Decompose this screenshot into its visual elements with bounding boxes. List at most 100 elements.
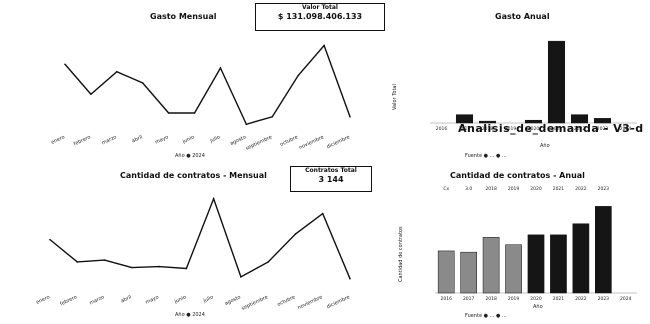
x-tick-label: 2019: [505, 126, 517, 132]
bar: [547, 40, 566, 124]
report-title-overlay: Analisis_de_demanda - V3-d: [458, 122, 644, 135]
x-tick-label: 2020: [528, 126, 540, 132]
x-tick-label: 2023: [597, 126, 609, 132]
data-point: [49, 238, 51, 241]
data-point: [141, 82, 144, 84]
bar: [595, 206, 612, 294]
top-category-label: 2022: [575, 186, 587, 192]
kpi-label: Contratos Total: [305, 167, 357, 174]
data-point: [64, 63, 66, 66]
data-point: [185, 267, 188, 270]
x-tick-label: agosto: [224, 294, 242, 307]
x-tick-label: 2024: [620, 126, 632, 132]
x-tick-label: enero: [50, 134, 66, 145]
annual-spend-title: Gasto Anual: [495, 12, 550, 21]
bar: [460, 251, 477, 294]
x-tick-label: febrero: [59, 294, 78, 307]
data-point: [131, 266, 133, 269]
kpi-label: Valor Total: [302, 4, 338, 11]
bar: [593, 118, 612, 124]
x-tick-label: abril: [131, 134, 144, 144]
x-tick-label: 2022: [575, 296, 587, 302]
annual-spend-xlabel: Año: [540, 143, 550, 149]
x-tick-label: 2023: [598, 296, 610, 302]
data-point: [219, 67, 222, 69]
bar: [572, 223, 590, 294]
bar: [437, 250, 455, 294]
x-tick-label: marzo: [101, 134, 118, 146]
x-tick-label: agosto: [229, 134, 247, 147]
x-tick-label: 2019: [508, 296, 520, 302]
x-tick-label: 2017: [459, 126, 471, 132]
x-tick-label: abril: [120, 294, 133, 304]
x-tick-label: mayo: [154, 134, 169, 145]
data-point: [240, 276, 242, 278]
data-point: [90, 93, 92, 96]
annual-contracts-chart: 2016 2017 2018 2019 2020 2021 2022 2023 2024 Cx 3.…: [435, 186, 637, 302]
monthly-spend-footer: Año ● 2024: [175, 153, 205, 159]
monthly-contracts-title: Cantidad de contratos - Mensual: [120, 171, 267, 180]
monthly-spend-chart: enero febrero marzo abril mayo junio julio agos…: [50, 44, 351, 150]
x-tick-label: 2022: [574, 126, 586, 132]
x-tick-label: 2018: [482, 126, 494, 132]
monthly-contracts-chart: enero febrero marzo abril mayo junio julio agos…: [35, 196, 351, 310]
data-point: [212, 197, 215, 200]
data-point: [294, 233, 297, 235]
x-tick-label: 2018: [485, 296, 497, 302]
x-tick-label: 2021: [553, 296, 565, 302]
data-point: [103, 259, 106, 261]
bar: [482, 237, 500, 294]
annual-contracts-footer: Fuente ● ... ● ...: [465, 313, 507, 319]
bar: [478, 120, 497, 124]
top-category-label: 2021: [553, 186, 565, 192]
x-tick-label: julio: [208, 134, 221, 144]
data-point: [167, 112, 170, 114]
x-tick-label: junio: [181, 134, 195, 145]
bar: [505, 244, 522, 294]
x-tick-label: marzo: [89, 294, 106, 306]
annual-spend-footer: Fuente ● ... ● ...: [465, 153, 507, 159]
x-tick-label: junio: [173, 294, 187, 305]
x-tick-label: diciembre: [326, 294, 351, 310]
annual-contracts-ylabel: Cantidad de contratos: [398, 226, 404, 282]
x-tick-label: mayo: [145, 294, 160, 305]
x-tick-label: 2017: [463, 296, 475, 302]
annual-contracts-title: Cantidad de contratos - Anual: [450, 171, 585, 180]
x-tick-label: 2016: [440, 296, 452, 302]
x-tick-label: enero: [35, 294, 51, 305]
top-category-label: 2023: [598, 186, 610, 192]
data-point: [271, 115, 274, 118]
data-point: [321, 212, 324, 215]
data-point: [349, 277, 351, 280]
kpi-value: $ 131.098.406.133: [277, 12, 363, 21]
x-tick-label: 2024: [620, 296, 632, 302]
bar: [455, 114, 474, 124]
bar: [524, 119, 543, 124]
monthly-contracts-kpi-card: Contratos Total 3 144: [290, 166, 372, 192]
top-category-label: Cx: [443, 186, 449, 192]
x-tick-label: febrero: [73, 134, 92, 147]
data-point: [349, 115, 351, 118]
top-category-label: 2018: [485, 186, 497, 192]
monthly-spend-title: Gasto Mensual: [150, 12, 217, 21]
data-point: [158, 265, 160, 268]
data-point: [245, 123, 248, 126]
top-category-label: 3.0: [465, 186, 472, 192]
bar: [550, 234, 567, 294]
bar: [527, 234, 545, 294]
data-point: [297, 74, 299, 77]
x-tick-label: octubre: [279, 134, 299, 148]
top-category-label: 2020: [530, 186, 542, 192]
bar: [570, 114, 589, 124]
monthly-spend-kpi-card: Valor Total $ 131.098.406.133: [255, 3, 385, 31]
x-tick-label: noviembre: [297, 294, 324, 310]
x-tick-label: diciembre: [326, 134, 351, 150]
x-tick-label: julio: [202, 294, 215, 304]
data-point: [76, 261, 79, 263]
kpi-value: 3 144: [318, 175, 344, 184]
x-tick-label: 2016: [436, 126, 448, 132]
x-tick-label: 2020: [530, 296, 542, 302]
data-point: [267, 261, 269, 263]
data-point: [323, 44, 325, 47]
monthly-contracts-footer: Año ● 2024: [175, 312, 205, 318]
